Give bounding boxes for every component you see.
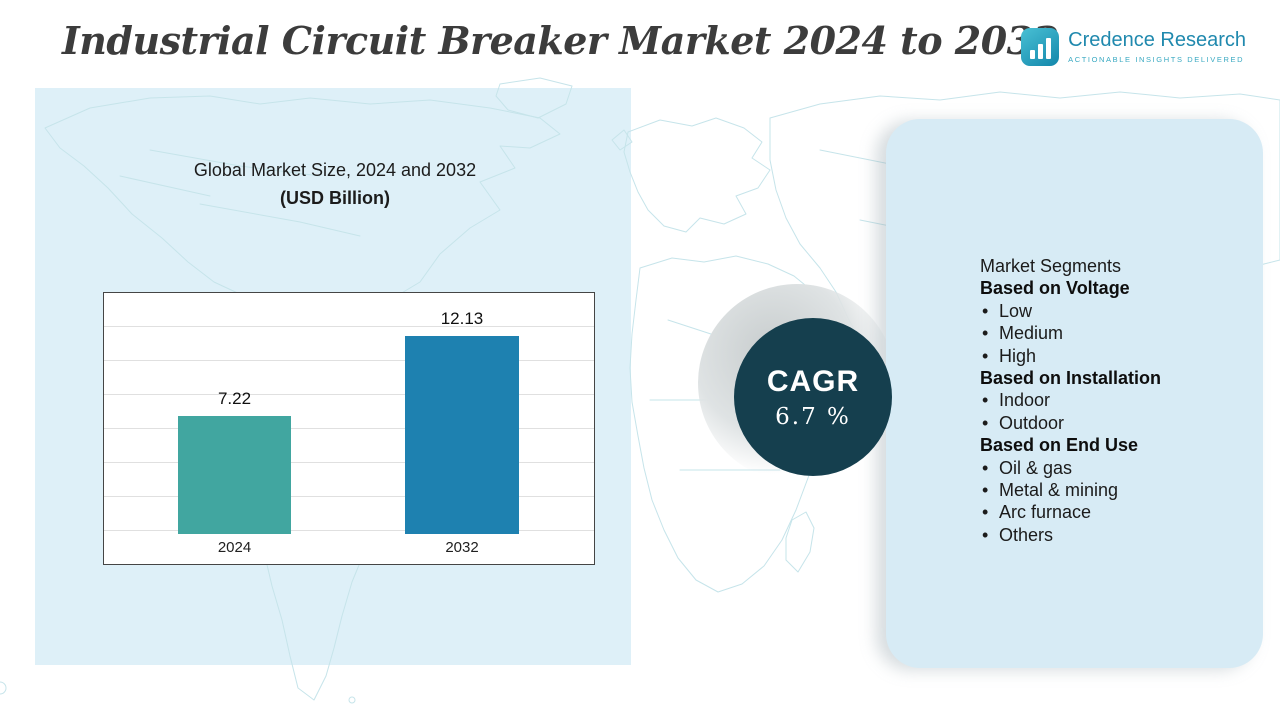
segment-item: High xyxy=(980,345,1161,367)
logo-bar-medium xyxy=(1037,44,1043,59)
logo-bar-small xyxy=(1029,50,1035,59)
segments-title: Market Segments xyxy=(980,256,1122,276)
cagr-badge: CAGR 6.7 % xyxy=(734,318,892,476)
chart-plot-area: 7.22 12.13 xyxy=(104,293,594,534)
segment-item: Low xyxy=(980,300,1161,322)
logo-text: Credence Research Actionable Insights De… xyxy=(1068,28,1246,64)
segment-heading-installation: Based on Installation xyxy=(980,368,1162,389)
bar-2024: 7.22 xyxy=(178,293,291,534)
market-segments-list: Market Segments Based on Voltage Low Med… xyxy=(980,255,1161,546)
segment-heading-voltage: Based on Voltage xyxy=(980,278,1130,299)
logo-bar-chart-icon xyxy=(1021,28,1060,66)
bar-rect-2032 xyxy=(405,336,519,534)
bar-value-2032: 12.13 xyxy=(440,309,484,328)
logo-bar-large xyxy=(1045,38,1051,59)
segment-heading-end-use: Based on End Use xyxy=(980,435,1139,456)
logo-tagline: Actionable Insights Delivered xyxy=(1068,55,1245,64)
bar-rect-2024 xyxy=(178,416,291,534)
segment-item: Outdoor xyxy=(980,412,1161,434)
axis-label-2032: 2032 xyxy=(445,539,479,556)
bar-value-2024: 7.22 xyxy=(217,389,252,408)
cagr-label: CAGR xyxy=(766,364,860,398)
credence-research-logo: Credence Research Actionable Insights De… xyxy=(1021,28,1246,66)
page-title: Industrial Circuit Breaker Market 2024 t… xyxy=(62,18,1059,63)
chart-title: Global Market Size, 2024 and 2032 xyxy=(193,160,477,180)
segment-item: Medium xyxy=(980,322,1161,344)
logo-name: Credence Research xyxy=(1068,29,1246,51)
chart-subtitle: (USD Billion) xyxy=(280,188,390,208)
axis-label-2024: 2024 xyxy=(217,539,252,556)
segment-item: Others xyxy=(980,524,1161,546)
segment-item: Indoor xyxy=(980,389,1161,411)
bar-chart: 7.22 12.13 2024 2032 xyxy=(103,292,595,565)
chart-heading: Global Market Size, 2024 and 2032 (USD B… xyxy=(130,160,540,209)
segment-item: Metal & mining xyxy=(980,479,1161,501)
bar-2032: 12.13 xyxy=(405,293,519,534)
segment-item: Arc furnace xyxy=(980,501,1161,523)
cagr-value: 6.7 % xyxy=(775,403,851,430)
segment-item: Oil & gas xyxy=(980,457,1161,479)
